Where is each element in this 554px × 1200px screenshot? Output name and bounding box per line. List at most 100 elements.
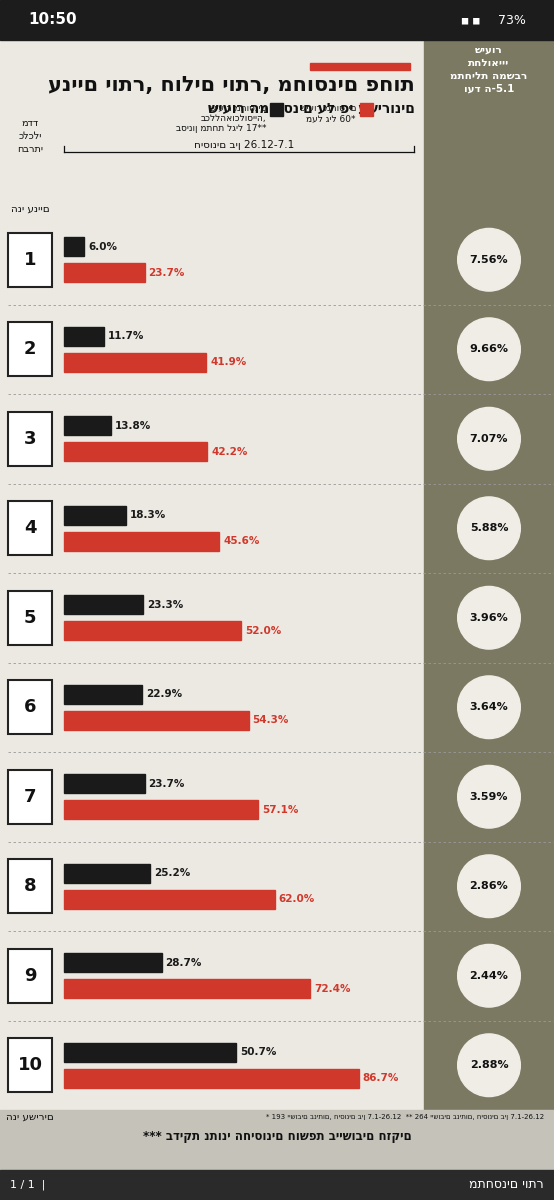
Bar	[310, 62, 410, 70]
Text: 6.0%: 6.0%	[89, 241, 117, 252]
Text: 3.96%: 3.96%	[470, 613, 509, 623]
Text: 5.88%: 5.88%	[470, 523, 508, 533]
Text: 45.6%: 45.6%	[223, 536, 259, 546]
Text: 11.7%: 11.7%	[108, 331, 144, 341]
Text: 1: 1	[24, 251, 36, 269]
Text: מתחסנים יותר: מתחסנים יותר	[469, 1178, 544, 1192]
Bar	[64, 595, 143, 614]
Text: 2.86%: 2.86%	[470, 881, 509, 892]
Bar	[64, 326, 104, 346]
Bar	[64, 443, 208, 461]
Text: 1 / 1  |: 1 / 1 |	[10, 1180, 45, 1190]
Text: 3: 3	[24, 430, 36, 448]
Text: 2.88%: 2.88%	[470, 1061, 509, 1070]
Text: 23.7%: 23.7%	[148, 779, 185, 788]
Circle shape	[458, 228, 520, 292]
Bar	[0, 1170, 554, 1200]
Text: תחלואייי: תחלואייי	[468, 58, 510, 68]
Text: 73%: 73%	[498, 13, 526, 26]
Bar	[64, 710, 249, 730]
Bar	[0, 1110, 554, 1170]
Bar	[64, 890, 275, 908]
Text: הני עניים: הני עניים	[11, 204, 49, 214]
Text: 25.2%: 25.2%	[153, 869, 190, 878]
Text: בכללהאוכלוסייה,: בכללהאוכלוסייה,	[201, 114, 266, 122]
Text: בסינון מתחת לגיל 17**: בסינון מתחת לגיל 17**	[176, 124, 266, 133]
Text: הני עשירים: הני עשירים	[6, 1112, 54, 1122]
Text: שיעור: שיעור	[475, 44, 503, 55]
Text: 7.07%: 7.07%	[470, 433, 508, 444]
Text: שיעור המחוסנים על פי עשירונים: שיעור המחוסנים על פי עשירונים	[208, 102, 415, 116]
Bar	[64, 353, 207, 372]
Text: 3.64%: 3.64%	[470, 702, 509, 713]
Text: מתחילת המשבר: מתחילת המשבר	[450, 71, 527, 80]
Bar	[64, 622, 241, 640]
Text: 10: 10	[18, 1056, 43, 1074]
Bar	[8, 680, 52, 734]
Text: 72.4%: 72.4%	[314, 984, 351, 994]
Circle shape	[458, 676, 520, 738]
Text: 23.7%: 23.7%	[148, 268, 185, 277]
Bar	[8, 770, 52, 823]
Bar	[64, 416, 111, 436]
Text: 50.7%: 50.7%	[240, 1048, 277, 1057]
Circle shape	[458, 587, 520, 649]
Text: 13.8%: 13.8%	[115, 421, 151, 431]
Circle shape	[458, 318, 520, 380]
Circle shape	[458, 854, 520, 918]
Bar	[64, 685, 142, 703]
Bar	[8, 502, 52, 556]
Text: 28.7%: 28.7%	[166, 958, 202, 967]
Circle shape	[458, 497, 520, 559]
Bar	[64, 506, 126, 524]
Bar	[360, 103, 373, 116]
Text: מדד
כלכלי
חברתי: מדד כלכלי חברתי	[17, 118, 43, 155]
Text: 41.9%: 41.9%	[211, 358, 247, 367]
Text: 2.44%: 2.44%	[470, 971, 509, 980]
Bar	[64, 1043, 237, 1062]
Bar	[64, 238, 84, 256]
Bar	[8, 412, 52, 466]
Bar	[64, 864, 150, 883]
Text: 7: 7	[24, 787, 36, 805]
Bar	[270, 103, 283, 116]
Bar	[64, 263, 145, 282]
Text: 23.3%: 23.3%	[147, 600, 183, 610]
Bar	[8, 590, 52, 644]
Text: 5: 5	[24, 608, 36, 626]
Text: 22.9%: 22.9%	[146, 689, 182, 700]
Bar	[64, 532, 219, 551]
Text: 42.2%: 42.2%	[212, 446, 248, 457]
Bar	[64, 1069, 359, 1087]
Bar	[64, 953, 162, 972]
Text: 6: 6	[24, 698, 36, 716]
Text: 86.7%: 86.7%	[363, 1073, 399, 1084]
Text: 7.56%: 7.56%	[470, 254, 509, 265]
Text: שיעור מחוסנים: שיעור מחוסנים	[209, 103, 266, 112]
Text: עניים יותר, חולים יותר, מחוסנים פחות: עניים יותר, חולים יותר, מחוסנים פחות	[48, 74, 415, 95]
Bar	[8, 233, 52, 287]
Text: 3.59%: 3.59%	[470, 792, 508, 802]
Text: 9: 9	[24, 967, 36, 985]
Text: 54.3%: 54.3%	[253, 715, 289, 725]
Bar	[8, 1038, 52, 1092]
Text: 9.66%: 9.66%	[469, 344, 509, 354]
Text: 18.3%: 18.3%	[130, 510, 166, 521]
Bar	[64, 774, 145, 793]
Text: 2: 2	[24, 341, 36, 359]
Text: שיעור מחוסנים: שיעור מחוסנים	[300, 103, 356, 112]
Text: 10:50: 10:50	[28, 12, 76, 28]
Text: * 193 יישובים בניתום, חיסונים בין 7.1-26.12  ** 264 יישובים בניתום, חיסונים בין : * 193 יישובים בניתום, חיסונים בין 7.1-26…	[266, 1114, 544, 1120]
Text: ועד ה-5.1: ועד ה-5.1	[464, 84, 514, 94]
Bar	[64, 800, 258, 820]
Circle shape	[458, 408, 520, 470]
Bar	[0, 0, 554, 40]
Bar	[8, 859, 52, 913]
Text: חיסונים בין 26.12-7.1: חיסונים בין 26.12-7.1	[194, 140, 294, 150]
Bar	[424, 40, 554, 1110]
Text: 52.0%: 52.0%	[245, 625, 281, 636]
Text: ◼ ◼: ◼ ◼	[460, 14, 480, 25]
Text: מעל גיל 60*: מעל גיל 60*	[306, 114, 356, 122]
Text: 8: 8	[24, 877, 37, 895]
Text: *** בדיקת נתוני החיסונים חושפת ביישובים חזקים: *** בדיקת נתוני החיסונים חושפת ביישובים …	[142, 1130, 412, 1142]
